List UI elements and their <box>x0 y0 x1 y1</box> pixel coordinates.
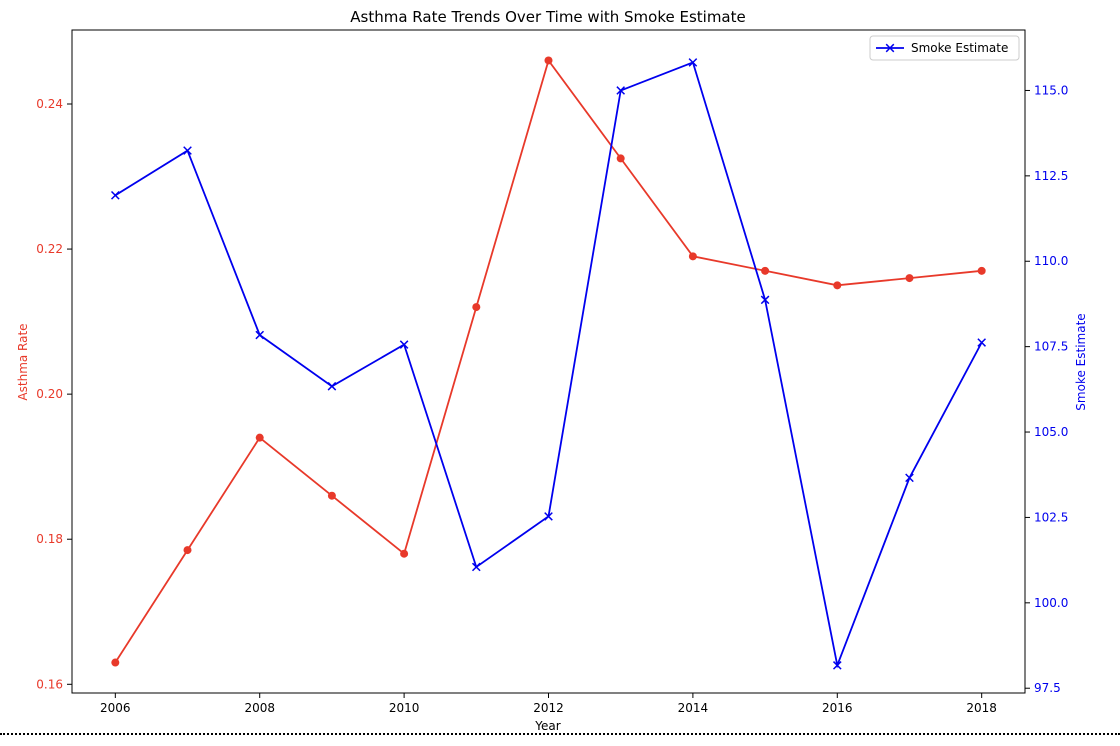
data-point-2 <box>255 330 265 340</box>
data-point-2 <box>544 512 553 521</box>
right-axis-label: Smoke Estimate <box>1074 313 1088 410</box>
data-point-2 <box>471 562 481 572</box>
right-tick-label: 97.5 <box>1034 681 1061 695</box>
plot-area <box>110 56 987 670</box>
left-axis-label: Asthma Rate <box>16 323 30 400</box>
bottom-dotted-divider <box>0 733 1120 735</box>
right-tick-label: 105.0 <box>1034 425 1068 439</box>
legend: Smoke Estimate <box>869 35 1020 61</box>
left-tick-label: 0.22 <box>36 242 63 256</box>
x-axis-label: Year <box>534 719 560 733</box>
data-point-1 <box>905 274 914 283</box>
plot-frame <box>71 29 1026 694</box>
data-point-2 <box>977 338 987 347</box>
data-point-1 <box>761 266 770 275</box>
right-tick-label: 100.0 <box>1034 596 1068 610</box>
data-point-2 <box>183 146 192 155</box>
data-point-1 <box>544 56 553 65</box>
x-tick-label: 2010 <box>389 701 420 715</box>
data-point-1 <box>616 154 625 163</box>
data-point-2 <box>905 473 914 483</box>
data-point-1 <box>183 546 192 555</box>
data-point-2 <box>832 661 842 670</box>
x-tick-label: 2014 <box>678 701 709 715</box>
legend-label: Smoke Estimate <box>911 41 1008 55</box>
data-point-1 <box>111 658 120 667</box>
data-point-1 <box>400 549 409 558</box>
x-tick-label: 2018 <box>966 701 997 715</box>
data-point-2 <box>399 340 409 349</box>
left-tick-label: 0.16 <box>36 677 63 691</box>
x-tick-label: 2016 <box>822 701 853 715</box>
data-point-1 <box>255 433 264 442</box>
data-point-2 <box>327 381 337 391</box>
data-point-1 <box>472 303 481 312</box>
right-tick-label: 110.0 <box>1034 254 1068 268</box>
data-point-2 <box>110 190 120 200</box>
data-point-2 <box>616 86 626 95</box>
x-tick-label: 2012 <box>533 701 564 715</box>
series-line-1 <box>114 58 982 663</box>
axes: 2006 2008 2010 2012 2014 2016 2018 0.16 0.18 0.20… <box>36 29 1068 715</box>
data-point-1 <box>977 266 986 275</box>
right-tick-label: 107.5 <box>1034 340 1068 354</box>
right-tick-label: 115.0 <box>1034 83 1068 97</box>
right-tick-label: 102.5 <box>1034 510 1068 524</box>
right-tick-label: 112.5 <box>1034 169 1068 183</box>
x-tick-label: 2006 <box>100 701 131 715</box>
data-point-2 <box>760 295 770 305</box>
data-point-1 <box>688 252 697 261</box>
left-tick-label: 0.24 <box>36 97 63 111</box>
legend-marker <box>885 43 895 53</box>
data-point-1 <box>833 281 842 290</box>
left-tick-label: 0.18 <box>36 532 63 546</box>
data-point-2 <box>688 58 698 67</box>
x-tick-label: 2008 <box>244 701 275 715</box>
series-line-2 <box>114 61 983 669</box>
legend-box <box>869 35 1020 61</box>
left-tick-label: 0.20 <box>36 387 63 401</box>
chart-title: Asthma Rate Trends Over Time with Smoke … <box>350 8 745 26</box>
data-point-1 <box>327 491 336 500</box>
